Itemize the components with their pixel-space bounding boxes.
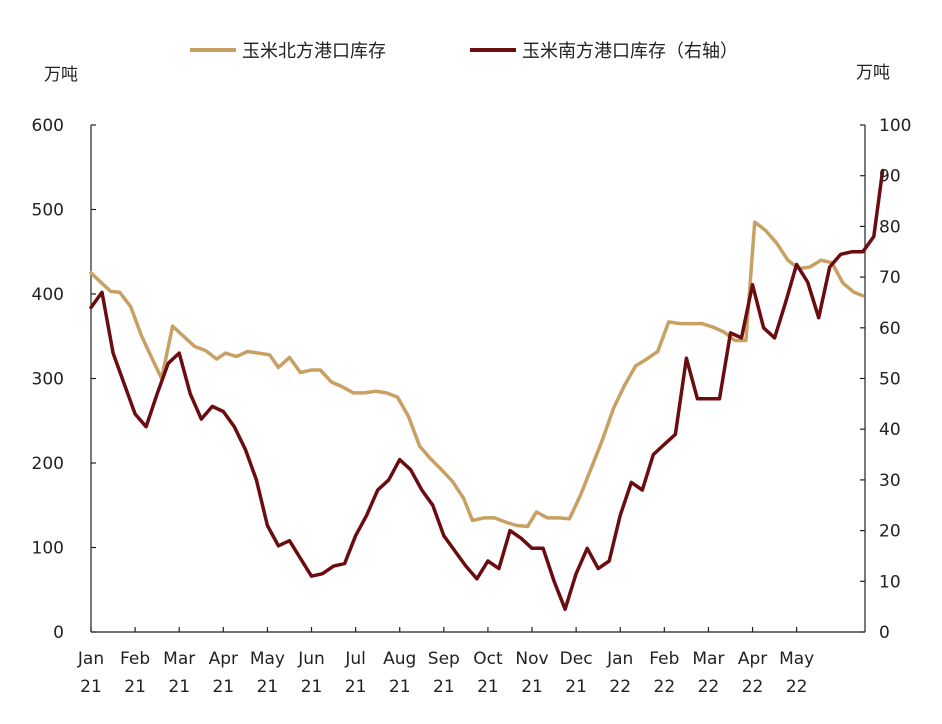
x-tick-label-year: 22	[786, 677, 808, 697]
right-tick-label: 20	[879, 522, 901, 542]
series-line-north	[89, 220, 865, 529]
x-tick-label-month: Apr	[738, 649, 767, 669]
right-tick-label: 100	[879, 116, 911, 136]
x-tick-label-month: Jul	[344, 649, 366, 669]
right-unit-label: 万吨	[856, 63, 890, 83]
x-tick-label-year: 22	[698, 677, 720, 697]
x-tick-label-month: Jun	[297, 649, 325, 669]
x-tick-label-month: Mar	[692, 649, 724, 669]
right-tick-label: 60	[879, 319, 901, 339]
x-tick-label-year: 21	[521, 677, 543, 697]
right-tick-label: 40	[879, 420, 901, 440]
left-tick-label: 300	[32, 370, 64, 390]
x-tick-label-month: Feb	[649, 649, 679, 669]
x-tick-label-year: 21	[124, 677, 146, 697]
series-group	[89, 168, 885, 611]
x-tick-label-month: Mar	[163, 649, 195, 669]
x-tick-label-month: Sep	[428, 649, 460, 669]
right-tick-label: 90	[879, 167, 901, 187]
left-tick-label: 100	[32, 539, 64, 559]
right-tick-label: 30	[879, 471, 901, 491]
x-tick-label-month: Feb	[120, 649, 150, 669]
left-tick-label: 500	[32, 201, 64, 221]
x-tick-label-year: 21	[257, 677, 279, 697]
left-tick-label: 0	[53, 623, 64, 643]
x-tick-label-year: 21	[212, 677, 234, 697]
x-tick-label-year: 22	[654, 677, 676, 697]
left-tick-label: 600	[32, 116, 64, 136]
legend-label-south: 玉米南方港口库存（右轴）	[522, 41, 738, 62]
x-tick-label-year: 22	[742, 677, 764, 697]
x-tick-label-month: Jan	[77, 649, 104, 669]
left-unit-label: 万吨	[44, 65, 78, 85]
x-tick-label-year: 21	[80, 677, 102, 697]
x-tick-label-month: Jan	[606, 649, 633, 669]
x-tick-label-year: 21	[477, 677, 499, 697]
x-tick-label-year: 21	[301, 677, 323, 697]
right-tick-label: 10	[879, 572, 901, 592]
right-tick-label: 70	[879, 268, 901, 288]
x-tick-label-month: Apr	[209, 649, 238, 669]
x-tick-label-year: 21	[168, 677, 190, 697]
series-line-south	[89, 168, 885, 611]
tick-labels: 0 100 200 300 400 500 600 0 10 20 30 40 50 60 70 80 90 10…	[32, 116, 912, 697]
left-tick-label: 400	[32, 285, 64, 305]
right-tick-label: 80	[879, 217, 901, 237]
legend-label-north: 玉米北方港口库存	[242, 41, 386, 62]
x-tick-label-month: Oct	[473, 649, 503, 669]
x-tick-label-year: 21	[345, 677, 367, 697]
right-tick-label: 50	[879, 370, 901, 390]
x-tick-label-month: Dec	[560, 649, 593, 669]
x-tick-label-year: 21	[565, 677, 587, 697]
x-tick-label-year: 22	[609, 677, 631, 697]
right-tick-label: 0	[879, 623, 890, 643]
x-tick-label-month: Aug	[383, 649, 416, 669]
legend: 玉米北方港口库存 玉米南方港口库存（右轴）	[190, 41, 738, 62]
x-tick-label-year: 21	[433, 677, 455, 697]
axes	[90, 124, 866, 633]
left-tick-label: 200	[32, 454, 64, 474]
x-tick-label-month: Nov	[515, 649, 548, 669]
x-tick-label-month: May	[779, 649, 814, 669]
x-tick-label-year: 21	[389, 677, 411, 697]
x-tick-label-month: May	[250, 649, 285, 669]
